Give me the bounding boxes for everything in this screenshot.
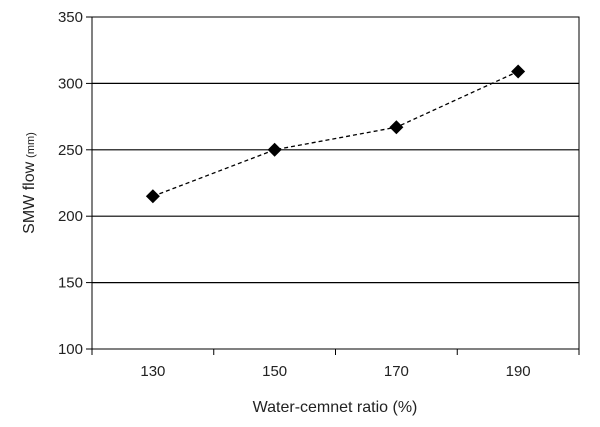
data-point-130 (145, 189, 160, 204)
x-tick-label-130: 130 (140, 363, 165, 380)
y-tick-label-150: 150 (58, 275, 83, 292)
x-axis-ticks: 130 150 170 190 (91, 349, 580, 380)
x-tick-label-150: 150 (262, 363, 287, 380)
series-layer (145, 64, 526, 204)
y-tick-label-250: 250 (58, 142, 83, 159)
y-axis-label-text: SMW flow (21, 161, 38, 233)
y-tick-label-200: 200 (58, 208, 83, 225)
data-point-190 (511, 64, 526, 79)
y-axis-label-unit: (mm) (25, 132, 37, 158)
y-tick-label-100: 100 (58, 341, 83, 358)
y-tick-label-300: 300 (58, 75, 83, 92)
x-tick-label-170: 170 (384, 363, 409, 380)
plot-frame (91, 16, 580, 350)
y-axis-label: SMW flow (mm) (21, 132, 38, 234)
x-axis-label: Water-cemnet ratio (%) (253, 399, 418, 416)
x-tick-label-190: 190 (506, 363, 531, 380)
y-axis-ticks: 100 150 200 250 300 350 (58, 9, 92, 358)
plot-area (91, 16, 580, 350)
data-point-150 (267, 142, 282, 157)
data-point-170 (389, 120, 404, 135)
series-line-0 (152, 70, 519, 197)
y-tick-label-350: 350 (58, 9, 83, 26)
gridlines (92, 82, 579, 284)
